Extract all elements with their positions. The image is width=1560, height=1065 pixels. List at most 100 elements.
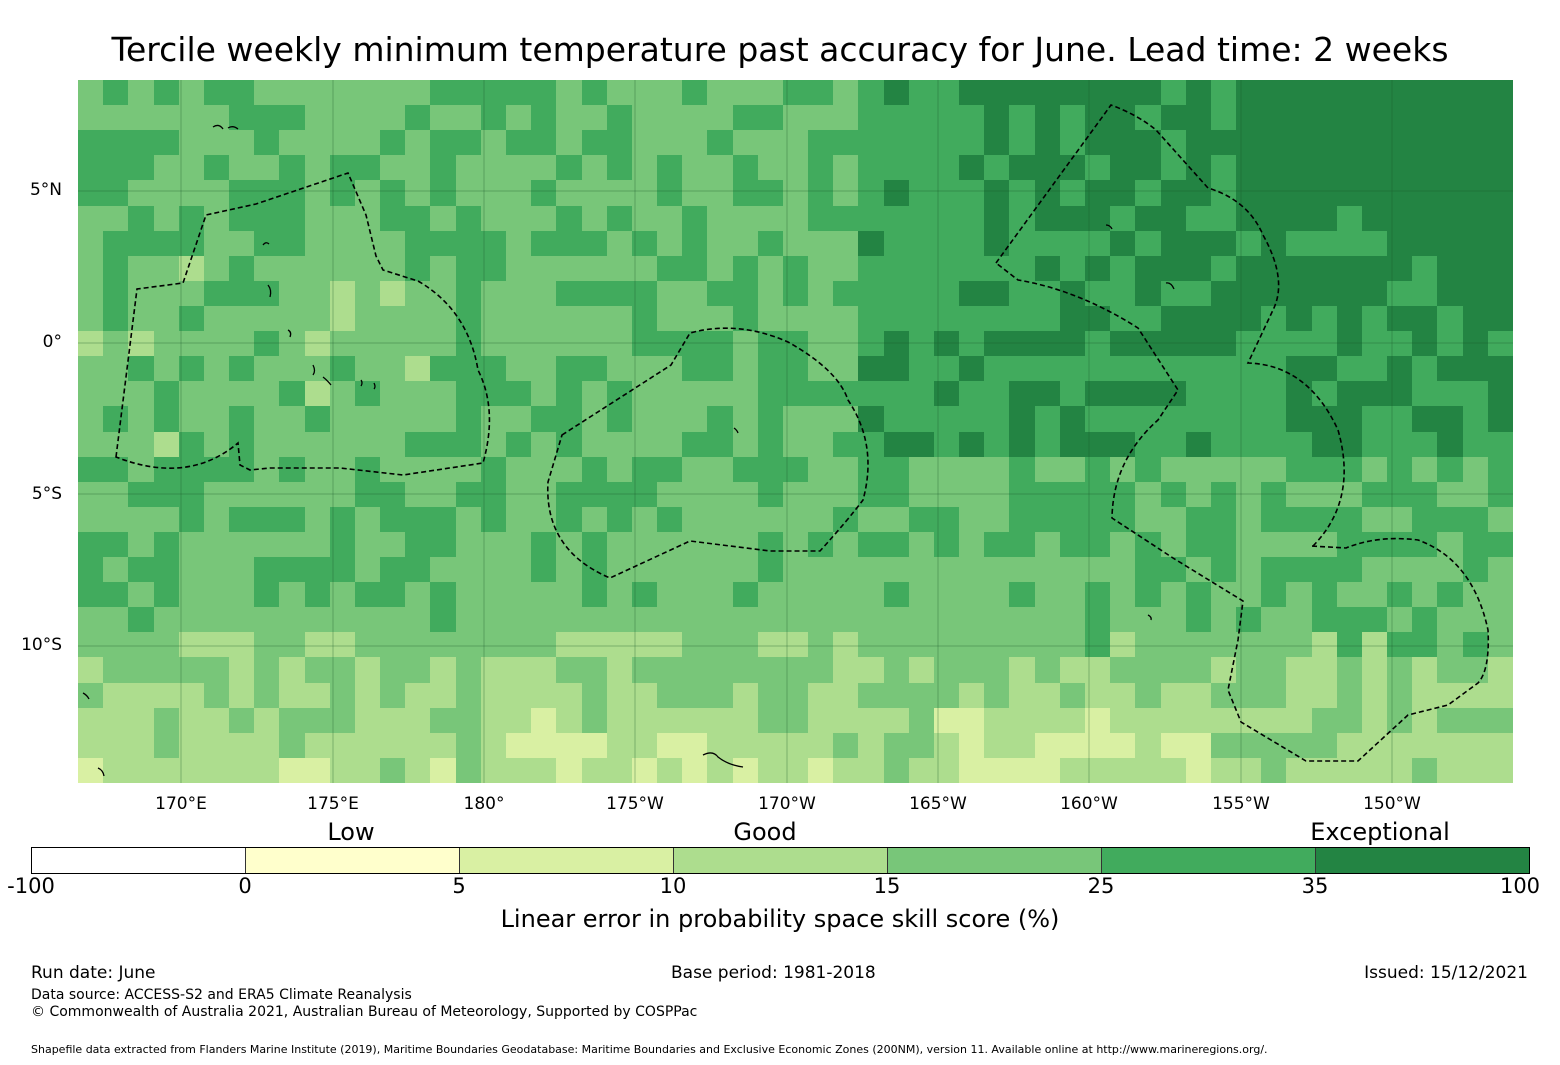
grid-cell xyxy=(1487,732,1513,758)
grid-cell xyxy=(858,607,884,633)
grid-cell xyxy=(1387,431,1413,457)
grid-cell xyxy=(153,757,179,783)
map-overlay xyxy=(78,80,1513,783)
grid-cell xyxy=(657,481,683,507)
grid-cell xyxy=(808,205,834,231)
grid-cell xyxy=(556,105,582,131)
grid-cell xyxy=(757,80,783,106)
grid-cell xyxy=(1437,105,1463,131)
grid-cell xyxy=(959,732,985,758)
grid-cell xyxy=(329,356,355,382)
grid-cell xyxy=(1160,632,1186,658)
grid-cell xyxy=(833,582,859,608)
grid-cell xyxy=(531,481,557,507)
grid-cell xyxy=(1236,105,1262,131)
grid-cell xyxy=(1009,381,1035,407)
grid-cell xyxy=(128,80,154,106)
grid-cell xyxy=(657,406,683,432)
grid-cell xyxy=(1387,381,1413,407)
grid-cell xyxy=(455,406,481,432)
grid-cell xyxy=(380,280,406,306)
grid-cell xyxy=(254,431,280,457)
grid-cell xyxy=(153,657,179,683)
grid-cell xyxy=(1487,707,1513,733)
grid-cell xyxy=(657,356,683,382)
grid-cell xyxy=(984,356,1010,382)
grid-cell xyxy=(505,657,532,683)
grid-cell xyxy=(1487,431,1513,457)
grid-cell xyxy=(858,381,884,407)
grid-cell xyxy=(556,356,582,382)
grid-cell xyxy=(959,707,985,733)
grid-cell xyxy=(1462,632,1488,658)
grid-cell xyxy=(682,657,708,683)
grid-cell xyxy=(631,506,658,532)
grid-cell xyxy=(1286,506,1312,532)
grid-cell xyxy=(1412,406,1438,432)
grid-cell xyxy=(933,506,960,532)
grid-cell xyxy=(329,481,355,507)
grid-cell xyxy=(153,255,179,281)
grid-cell xyxy=(657,280,683,306)
grid-cell xyxy=(1412,757,1438,783)
grid-cell xyxy=(1361,356,1388,382)
grid-cell xyxy=(254,180,280,206)
grid-cell xyxy=(128,180,154,206)
grid-cell xyxy=(1185,481,1211,507)
grid-cell xyxy=(103,255,129,281)
grid-cell xyxy=(1311,456,1337,482)
grid-cell xyxy=(1236,682,1262,708)
grid-cell xyxy=(229,331,255,357)
grid-cell xyxy=(1361,331,1388,357)
grid-cell xyxy=(1135,607,1161,633)
grid-cell xyxy=(732,607,758,633)
grid-cell xyxy=(1361,406,1388,432)
grid-cell xyxy=(858,130,884,156)
grid-cell xyxy=(455,431,481,457)
grid-cell xyxy=(455,657,481,683)
grid-cell xyxy=(808,356,834,382)
grid-cell xyxy=(959,280,985,306)
grid-cell xyxy=(480,305,506,332)
grid-cell xyxy=(153,155,179,181)
grid-cell xyxy=(556,331,582,357)
grid-cell xyxy=(1135,130,1161,156)
grid-cell xyxy=(631,255,658,281)
grid-cell xyxy=(1361,431,1388,457)
grid-cell xyxy=(657,732,683,758)
grid-cell xyxy=(1462,406,1488,432)
grid-cell xyxy=(556,582,582,608)
grid-cell xyxy=(1361,180,1388,206)
grid-cell xyxy=(556,531,582,558)
grid-cell xyxy=(581,280,607,306)
grid-cell xyxy=(732,431,758,457)
grid-cell xyxy=(657,657,683,683)
grid-cell xyxy=(279,180,305,206)
grid-cell xyxy=(1437,230,1463,256)
grid-cell xyxy=(757,280,783,306)
grid-cell xyxy=(203,356,230,382)
grid-cell xyxy=(682,607,708,633)
grid-cell xyxy=(78,255,104,281)
grid-cell xyxy=(455,230,481,256)
grid-cell xyxy=(1135,80,1161,106)
grid-cell xyxy=(178,280,204,306)
grid-cell xyxy=(1387,180,1413,206)
grid-cell xyxy=(1059,732,1086,758)
grid-cell xyxy=(1236,205,1262,231)
grid-cell xyxy=(908,180,934,206)
grid-cell xyxy=(707,506,733,532)
grid-cell xyxy=(1009,632,1035,658)
grid-cell xyxy=(254,707,280,733)
grid-cell xyxy=(304,130,330,156)
grid-cell xyxy=(1110,732,1136,758)
grid-cell xyxy=(1085,331,1111,357)
grid-cell xyxy=(254,155,280,181)
grid-cell xyxy=(808,305,834,332)
grid-cell xyxy=(1009,356,1035,382)
grid-cell xyxy=(732,80,758,106)
grid-cell xyxy=(430,607,456,633)
grid-cell xyxy=(732,381,758,407)
grid-cell xyxy=(178,531,204,558)
grid-cell xyxy=(1437,80,1463,106)
